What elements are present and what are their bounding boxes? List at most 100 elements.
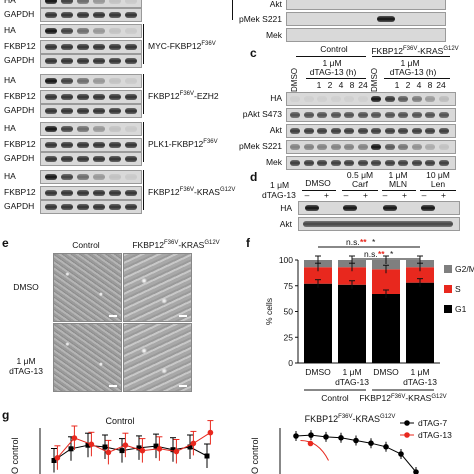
x-tick-label: 1 μM xyxy=(410,367,429,377)
y-axis-title: % cells xyxy=(264,298,274,325)
construct-label: MYC-FKBP12F36V xyxy=(148,40,216,51)
row-label: Mek xyxy=(265,30,282,40)
x-tick-label: 1 μM xyxy=(342,367,361,377)
y-tick-label: 75 xyxy=(284,281,294,291)
column-label-control: Control xyxy=(72,240,100,250)
row-label: HA xyxy=(4,25,16,35)
blot-strip xyxy=(40,186,142,200)
bar-s xyxy=(338,267,366,285)
timepoint-label: 4 xyxy=(416,80,422,90)
series-line xyxy=(57,432,211,459)
micrograph-control-dtag xyxy=(53,323,122,392)
blot-strip xyxy=(40,74,142,88)
dose-label: 1 μM xyxy=(270,180,290,190)
row-label: GAPDH xyxy=(4,9,35,19)
treatment-sign: + xyxy=(402,190,407,200)
group-label-kras: FKBP12F36V-KRASG12V xyxy=(359,393,446,403)
construct-label: FKBP12F36V-EZH2 xyxy=(148,90,219,101)
row-label: GAPDH xyxy=(4,55,35,65)
blot-strip xyxy=(40,170,142,184)
blot-strip xyxy=(40,40,142,54)
legend-marker xyxy=(404,420,410,426)
chart-title-kras: FKBP12F36V-KRASG12V xyxy=(304,414,396,424)
bar-g1 xyxy=(372,293,400,363)
sig-label: n.s. xyxy=(364,249,378,259)
row-label: Akt xyxy=(269,125,282,135)
condition-carf-dose: 0.5 μM xyxy=(346,170,374,180)
series-line xyxy=(295,434,417,473)
row-label: HA xyxy=(4,75,16,85)
sig-label: n.s. xyxy=(346,237,360,247)
row-label-dmso: DMSO xyxy=(13,282,39,292)
blot-strip xyxy=(298,201,460,215)
sig-label: * xyxy=(390,249,394,259)
bar-g2m xyxy=(372,260,400,270)
x-tick-label: DMSO xyxy=(373,367,399,377)
legend-swatch xyxy=(444,305,452,313)
panel-letter: d xyxy=(250,170,258,184)
dose-label: 1 μM xyxy=(322,58,342,68)
timepoint-label: 24 xyxy=(436,80,446,90)
row-label: FKBP12 xyxy=(4,91,36,101)
timepoint-label: 1 xyxy=(394,80,400,90)
timepoint-label: 1 xyxy=(316,80,322,90)
row-label: GAPDH xyxy=(4,105,35,115)
row-label: GAPDH xyxy=(4,201,35,211)
treatment-sign: + xyxy=(363,190,368,200)
panel-letter: c xyxy=(250,46,257,60)
bar-s xyxy=(304,267,332,284)
blot-strip xyxy=(40,24,142,38)
timepoint-label: 24 xyxy=(358,80,368,90)
sig-label: ** xyxy=(378,249,385,259)
legend-marker xyxy=(404,432,410,438)
panel-letter: f xyxy=(246,236,250,250)
panel-letter: g xyxy=(2,408,10,422)
blot-strip xyxy=(40,104,142,118)
micrograph-kras-dtag xyxy=(123,323,192,392)
legend-label: G2/M xyxy=(455,264,474,274)
blot-strip xyxy=(40,138,142,152)
treatment-sign: + xyxy=(324,190,329,200)
x-tick-label: DMSO xyxy=(305,367,331,377)
row-label: HA xyxy=(4,123,16,133)
timepoint-label: 2 xyxy=(405,80,411,90)
blot-strip xyxy=(40,122,142,136)
condition-dmso: DMSO xyxy=(305,178,331,188)
blot-strip xyxy=(40,8,142,22)
construct-label: FKBP12F36V-KRASG12V xyxy=(148,186,236,197)
row-label: HA xyxy=(4,0,16,5)
legend-swatch xyxy=(444,285,452,293)
row-label: HA xyxy=(280,203,292,213)
row-label: Akt xyxy=(279,219,292,229)
row-label-dtag: dTAG-13 xyxy=(9,366,43,376)
row-label: GAPDH xyxy=(4,153,35,163)
bar-g1 xyxy=(304,283,332,363)
treatment-label: dTAG-13 xyxy=(262,190,296,200)
construct-label: PLK1-FKBP12F36V xyxy=(148,138,218,149)
row-label: pMek S221 xyxy=(239,14,282,24)
sig-label: * xyxy=(372,237,376,247)
data-point-dtag13 xyxy=(307,440,314,447)
legend-label: G1 xyxy=(455,304,467,314)
treatment-sign: + xyxy=(441,190,446,200)
group-label-control: Control xyxy=(320,44,348,54)
timepoint-label: 2 xyxy=(327,80,333,90)
condition-len: Len xyxy=(430,179,446,189)
blot-strip xyxy=(40,200,142,214)
y-tick-label: 25 xyxy=(284,332,294,342)
legend-label: S xyxy=(455,284,461,294)
row-label: Mek xyxy=(265,157,282,167)
timepoint-label: 4 xyxy=(338,80,344,90)
bar-s xyxy=(406,267,434,283)
timepoint-label: 8 xyxy=(349,80,355,90)
row-label: HA xyxy=(4,171,16,181)
blot-strip xyxy=(286,12,446,26)
treatment-sign: – xyxy=(382,190,388,200)
blot-strip xyxy=(40,90,142,104)
row-label: pMek S221 xyxy=(239,141,282,151)
column-label-kras: FKBP12F36V-KRASG12V xyxy=(132,239,220,250)
blot-strip xyxy=(286,0,446,10)
y-tick-label: 100 xyxy=(279,255,293,265)
